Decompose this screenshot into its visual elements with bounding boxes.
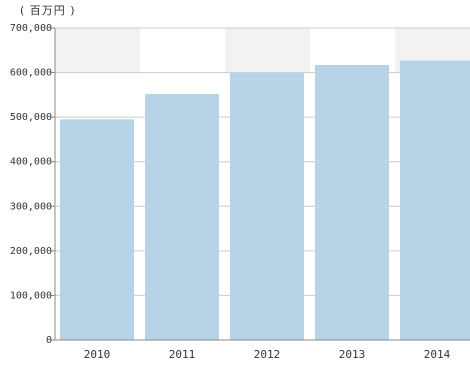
y-tick-label: 700,000 [10,23,52,34]
bar-2010 [60,119,134,340]
bar-2011 [145,93,219,340]
y-tick-label: 100,000 [10,290,52,301]
y-tick-label: 600,000 [10,68,52,79]
y-tick-label: 300,000 [10,201,52,212]
y-tick-label: 400,000 [10,157,52,168]
bar-2014 [400,60,470,341]
x-tick-label: 2012 [254,348,281,361]
y-unit-label: ( 百万円 ) [20,4,76,17]
y-tick-label: 500,000 [10,112,52,123]
background-band [55,28,140,73]
x-tick-label: 2014 [424,348,451,361]
background-band [225,28,310,73]
bar-2012 [230,72,304,341]
x-tick-label: 2013 [339,348,366,361]
y-tick-label: 200,000 [10,246,52,257]
bar-2013 [315,64,389,340]
x-tick-label: 2010 [84,348,111,361]
y-tick-label: 0 [46,335,52,346]
x-tick-label: 2011 [169,348,196,361]
